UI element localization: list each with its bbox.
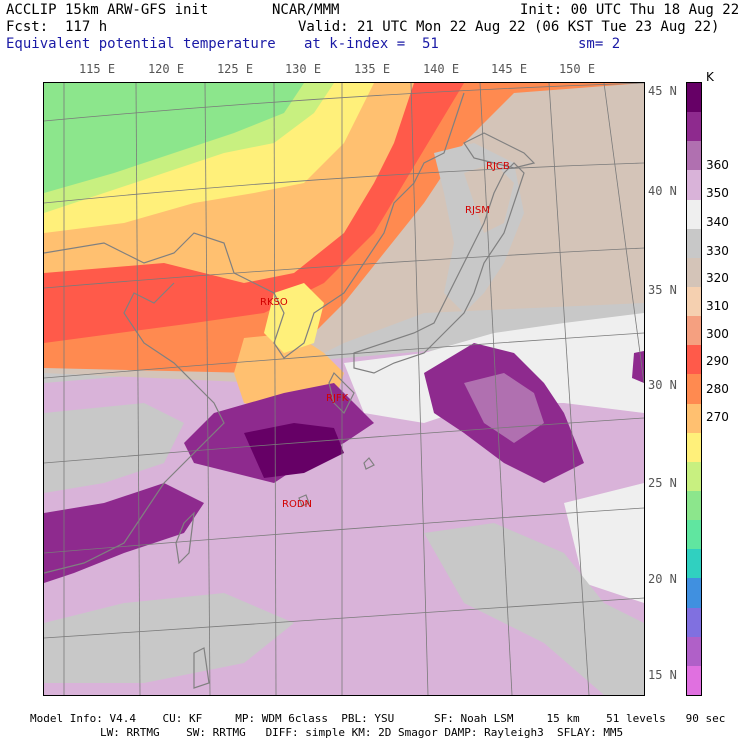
colorbar-segment [687,490,701,521]
colorbar-label: 330 [706,244,729,258]
colorbar-segment [687,141,701,171]
colorbar-segment [687,636,701,666]
colorbar-segment [687,316,701,346]
org-label: NCAR/MMM [272,2,340,18]
level-label: at k-index = 51 [304,36,439,52]
lat-label: 45 N [648,84,677,98]
valid-time: Valid: 21 UTC Mon 22 Aug 22 (06 KST Tue … [298,19,720,35]
map-panel: RJCB RJSM RKSO RJFK RODN [43,82,645,696]
colorbar-segment [687,374,701,404]
colorbar-segment [687,199,701,229]
lon-label: 130 E [284,62,322,76]
station-label: RJCB [486,161,510,172]
colorbar-label: 340 [706,215,729,229]
lon-label: 145 E [490,62,528,76]
colorbar-label: 350 [706,186,729,200]
colorbar-label: 360 [706,158,729,172]
station-label: RJSM [465,205,490,216]
lat-label: 35 N [648,283,677,297]
station-label: RKSO [260,297,288,308]
colorbar-segment [687,228,701,258]
station-label: RJFK [326,393,349,404]
colorbar-label: 310 [706,299,729,313]
colorbar-segment [687,607,701,637]
lon-label: 115 E [78,62,116,76]
forecast-hour: Fcst: 117 h [6,19,108,35]
colorbar-segment [687,345,701,375]
colorbar-segment [687,461,701,491]
lon-label: 135 E [353,62,391,76]
colorbar-segment [687,578,701,608]
lon-label: 125 E [216,62,254,76]
colorbar-segment [687,112,701,142]
init-time: Init: 00 UTC Thu 18 Aug 22 [520,2,740,18]
colorbar-label: 290 [706,354,729,368]
colorbar-segment [687,257,701,287]
field-name: Equivalent potential temperature [6,36,276,52]
lat-label: 20 N [648,572,677,586]
footer-physics-info: LW: RRTMG SW: RRTMG DIFF: simple KM: 2D … [100,726,624,739]
colorbar-label: 280 [706,382,729,396]
colorbar-label: 270 [706,410,729,424]
colorbar-segment [687,403,701,433]
lat-label: 15 N [648,668,677,682]
smoothing-label: sm= 2 [578,36,621,52]
colorbar-label: 320 [706,271,729,285]
colorbar [686,82,702,696]
theta-e-field [44,83,644,695]
colorbar-unit: K [706,70,714,84]
colorbar-segment [687,83,701,113]
lon-label: 150 E [558,62,596,76]
station-label: RODN [282,499,312,510]
lon-label: 120 E [147,62,185,76]
model-title: ACCLIP 15km ARW-GFS init [6,2,209,18]
footer-model-info: Model Info: V4.4 CU: KF MP: WDM 6class P… [30,712,726,725]
colorbar-segment [687,665,701,695]
colorbar-segment [687,432,701,462]
colorbar-label: 300 [706,327,729,341]
colorbar-segment [687,170,701,200]
lat-label: 30 N [648,378,677,392]
colorbar-segment [687,520,701,550]
lat-label: 40 N [648,184,677,198]
colorbar-segment [687,549,701,579]
lon-label: 140 E [422,62,460,76]
lat-label: 25 N [648,476,677,490]
colorbar-segment [687,286,701,317]
